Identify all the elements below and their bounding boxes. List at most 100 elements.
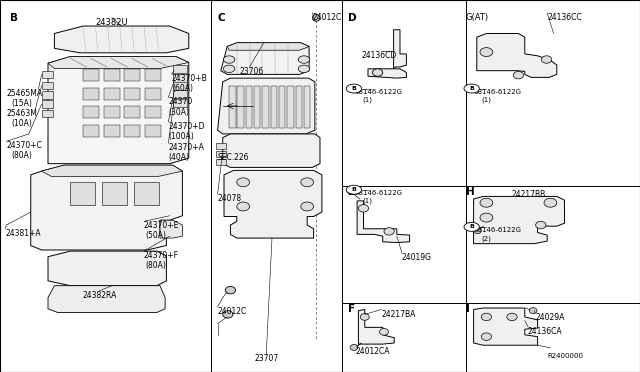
Polygon shape: [48, 286, 165, 312]
Text: B: B: [351, 187, 356, 192]
Bar: [42, 82, 53, 89]
Ellipse shape: [301, 202, 314, 211]
Bar: [296, 86, 302, 128]
Text: 24012C: 24012C: [218, 307, 247, 316]
Ellipse shape: [223, 311, 233, 318]
Ellipse shape: [350, 344, 358, 350]
Text: 08146-6122G: 08146-6122G: [355, 190, 403, 196]
Polygon shape: [357, 201, 410, 243]
Text: C: C: [218, 13, 225, 23]
Bar: [145, 88, 161, 100]
Bar: [124, 125, 140, 137]
Text: (80A): (80A): [145, 261, 166, 270]
Text: F: F: [348, 304, 355, 314]
Ellipse shape: [481, 333, 492, 340]
Bar: [42, 110, 53, 117]
Bar: [70, 182, 95, 205]
Text: 24370+F: 24370+F: [144, 251, 179, 260]
Text: (10A): (10A): [12, 119, 33, 128]
Bar: [124, 88, 140, 100]
Ellipse shape: [372, 69, 383, 76]
Bar: [271, 86, 277, 128]
Text: 24078: 24078: [218, 194, 242, 203]
Ellipse shape: [347, 188, 355, 194]
Bar: [42, 71, 53, 78]
Polygon shape: [42, 165, 182, 176]
Text: (1): (1): [362, 97, 372, 103]
Bar: [42, 100, 53, 108]
Circle shape: [346, 185, 362, 194]
Ellipse shape: [480, 213, 493, 222]
Text: 24370+D: 24370+D: [168, 122, 205, 131]
Bar: [216, 143, 226, 149]
Ellipse shape: [360, 314, 369, 320]
Bar: [83, 88, 99, 100]
Text: 08146-6122G: 08146-6122G: [474, 227, 522, 233]
Bar: [246, 86, 252, 128]
Ellipse shape: [529, 308, 537, 314]
Ellipse shape: [312, 15, 320, 21]
Bar: [254, 86, 260, 128]
Bar: [216, 159, 226, 165]
Bar: [145, 125, 161, 137]
Polygon shape: [31, 165, 182, 250]
Text: (1): (1): [362, 198, 372, 204]
Text: 24217BB: 24217BB: [512, 190, 547, 199]
Polygon shape: [160, 220, 182, 238]
Text: 24370+E: 24370+E: [144, 221, 179, 230]
Bar: [173, 65, 187, 73]
Text: 24382RA: 24382RA: [82, 291, 116, 300]
Ellipse shape: [513, 71, 524, 79]
Text: 23707: 23707: [254, 354, 278, 363]
Ellipse shape: [480, 48, 493, 57]
Text: B: B: [469, 224, 474, 230]
Text: (15A): (15A): [12, 99, 33, 108]
Bar: [124, 69, 140, 81]
Bar: [262, 86, 269, 128]
Bar: [173, 99, 187, 107]
Polygon shape: [477, 33, 557, 77]
Polygon shape: [474, 196, 564, 244]
Ellipse shape: [480, 198, 493, 207]
Text: 08146-6122G: 08146-6122G: [355, 89, 403, 94]
Text: 08146-6122G: 08146-6122G: [474, 89, 522, 94]
Text: (100A): (100A): [168, 132, 194, 141]
Text: I: I: [466, 304, 470, 314]
Ellipse shape: [358, 205, 369, 212]
Ellipse shape: [223, 65, 235, 73]
Circle shape: [346, 84, 362, 93]
Bar: [104, 88, 120, 100]
Text: (2): (2): [481, 235, 491, 241]
Ellipse shape: [536, 221, 546, 229]
Text: E: E: [348, 187, 355, 197]
Polygon shape: [223, 134, 320, 167]
Text: 24012C: 24012C: [312, 13, 342, 22]
Circle shape: [464, 84, 479, 93]
Polygon shape: [394, 30, 406, 69]
Polygon shape: [227, 43, 309, 50]
Text: 23706: 23706: [240, 67, 264, 76]
Ellipse shape: [298, 65, 310, 73]
Polygon shape: [474, 308, 538, 345]
Bar: [173, 74, 187, 83]
Polygon shape: [48, 251, 166, 286]
Text: 25465MA: 25465MA: [6, 89, 42, 98]
Ellipse shape: [301, 178, 314, 187]
Ellipse shape: [507, 313, 517, 321]
Bar: [42, 91, 53, 99]
Polygon shape: [218, 78, 315, 134]
Polygon shape: [48, 57, 189, 68]
Bar: [104, 106, 120, 118]
Bar: [279, 86, 285, 128]
Circle shape: [464, 222, 479, 231]
Polygon shape: [224, 170, 322, 238]
Polygon shape: [358, 310, 394, 344]
Text: B: B: [10, 13, 18, 23]
Text: SEC.226: SEC.226: [218, 153, 249, 161]
Text: 24136CC: 24136CC: [547, 13, 582, 22]
Bar: [173, 90, 187, 98]
Text: (50A): (50A): [145, 231, 166, 240]
Bar: [229, 86, 236, 128]
Text: G(AT): G(AT): [466, 13, 489, 22]
Polygon shape: [368, 69, 406, 78]
